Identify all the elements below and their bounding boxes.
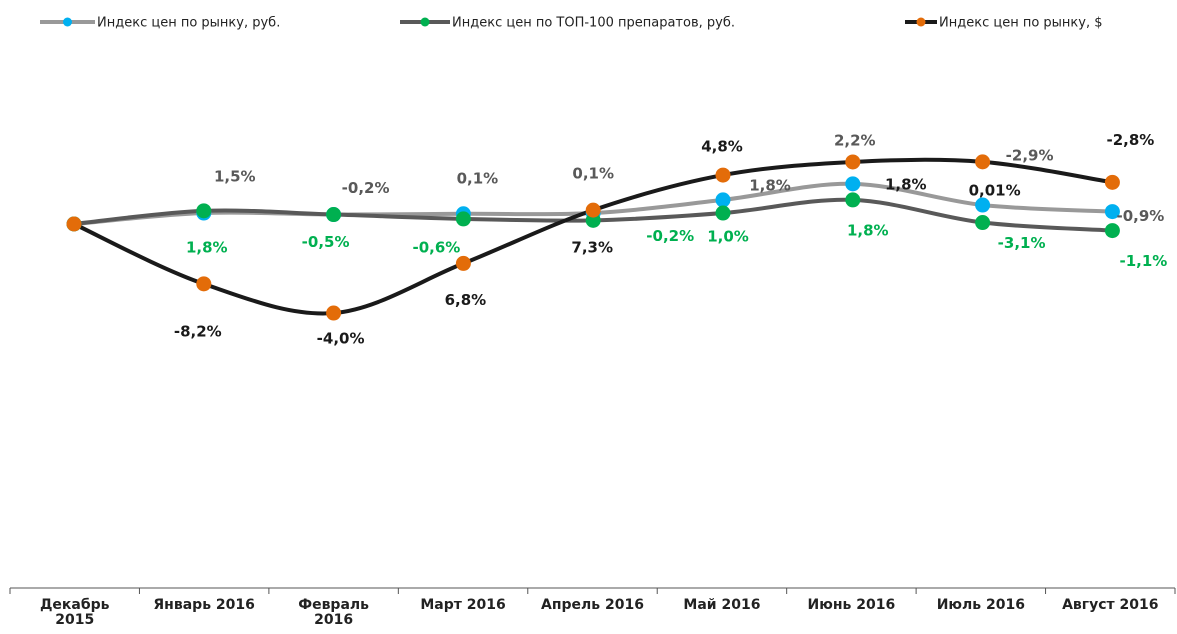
data-label: 1,5% xyxy=(214,168,256,186)
data-label: 0,1% xyxy=(457,169,499,187)
data-label: -0,2% xyxy=(646,227,694,245)
data-point xyxy=(715,205,731,221)
x-tick-label: Май 2016 xyxy=(683,597,761,613)
data-point xyxy=(1104,174,1120,190)
x-tick-label: Июнь 2016 xyxy=(807,597,896,613)
data-label: 1,0% xyxy=(707,228,749,246)
data-point xyxy=(196,276,212,292)
data-label: -0,6% xyxy=(412,238,460,256)
data-label: 1,8% xyxy=(885,175,927,193)
data-point xyxy=(455,255,471,271)
x-tick-label: Апрель 2016 xyxy=(541,597,644,613)
data-point xyxy=(845,192,861,208)
x-tick-label: Декабрь 2015 xyxy=(39,597,110,628)
x-tick-label: Август 2016 xyxy=(1062,597,1159,613)
data-point xyxy=(455,211,471,227)
x-tick-label: Февраль 2016 xyxy=(298,597,370,628)
data-label: -2,8% xyxy=(1106,131,1154,149)
data-point xyxy=(715,192,731,208)
data-point xyxy=(66,216,82,232)
x-tick-label: Январь 2016 xyxy=(153,597,255,613)
data-point xyxy=(975,215,991,231)
data-label: 2,2% xyxy=(834,131,876,149)
data-label: 7,3% xyxy=(571,239,613,257)
data-label: -8,2% xyxy=(174,322,222,340)
data-point xyxy=(1104,223,1120,239)
data-label: 1,8% xyxy=(186,238,228,256)
data-label: 6,8% xyxy=(445,291,487,309)
data-label: -4,0% xyxy=(317,330,365,348)
data-point xyxy=(1104,204,1120,220)
data-label: 1,8% xyxy=(847,221,889,239)
data-point xyxy=(845,154,861,170)
data-point xyxy=(196,203,212,219)
data-label: -0,5% xyxy=(302,233,350,251)
x-tick-label: Март 2016 xyxy=(420,597,506,613)
data-label: -0,2% xyxy=(342,179,390,197)
legend-label: Индекс цен по рынку, руб. xyxy=(97,16,280,31)
data-label: -2,9% xyxy=(1006,147,1054,165)
x-tick-label: Июль 2016 xyxy=(936,597,1025,613)
data-point xyxy=(975,154,991,170)
data-point xyxy=(715,167,731,183)
data-label: 0,1% xyxy=(572,165,614,183)
legend-marker xyxy=(420,17,430,27)
data-point xyxy=(845,176,861,192)
legend-label: Индекс цен по рынку, $ xyxy=(939,16,1103,31)
data-point xyxy=(975,197,991,213)
data-label: -0,9% xyxy=(1116,207,1164,225)
data-label: 0,01% xyxy=(969,181,1021,199)
data-point xyxy=(585,202,601,218)
legend-label: Индекс цен по ТОП-100 препаратов, руб. xyxy=(452,16,735,31)
data-point xyxy=(326,207,342,223)
data-label: 4,8% xyxy=(701,138,743,156)
data-label: -1,1% xyxy=(1119,252,1167,270)
legend-marker xyxy=(63,17,72,27)
data-label: -3,1% xyxy=(998,234,1046,252)
data-label: 1,8% xyxy=(749,176,791,194)
legend-marker xyxy=(916,17,926,27)
data-point xyxy=(326,305,342,321)
